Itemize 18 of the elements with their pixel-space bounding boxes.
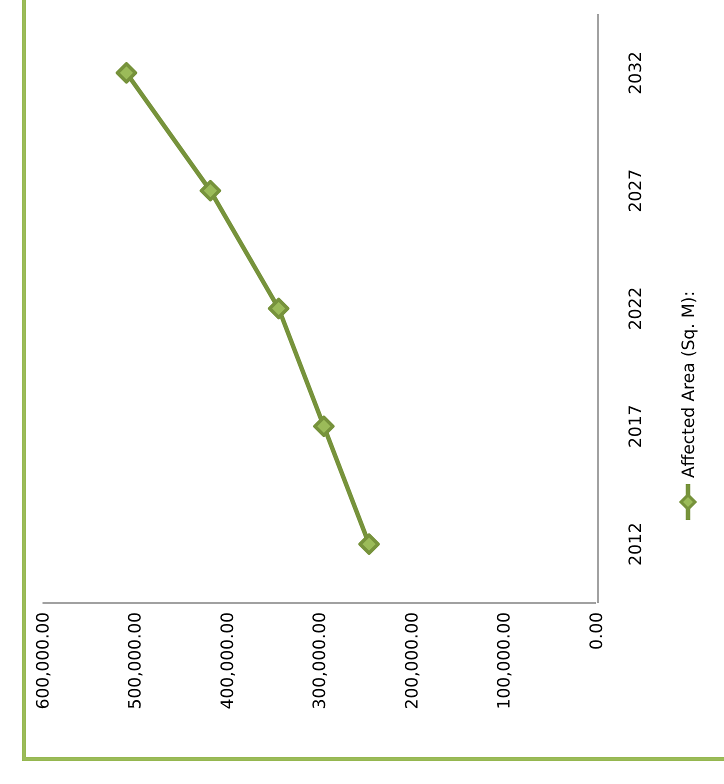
point — [200, 180, 222, 202]
y-tick-label: 2017 — [626, 404, 646, 448]
point — [313, 416, 335, 438]
y-tick-label: 2022 — [626, 286, 646, 330]
x-tick-label: 300,000.00 — [310, 612, 330, 710]
x-tick-label: 100,000.00 — [494, 612, 515, 710]
x-tick-label: 400,000.00 — [218, 612, 238, 710]
x-tick-label: 200,000.00 — [402, 612, 422, 710]
text: Affected Area (Sq. M): — [678, 290, 699, 478]
point — [116, 62, 138, 84]
point — [268, 298, 290, 320]
y-tick-label: 2012 — [626, 522, 646, 566]
point — [358, 533, 380, 555]
y-tick-label: 2032 — [626, 51, 646, 95]
x-tick-label: 500,000.00 — [126, 612, 146, 710]
x-tick-label: 600,000.00 — [33, 612, 54, 710]
x-tick-label: 0.00 — [586, 612, 607, 650]
y-tick-label: 2027 — [626, 169, 646, 212]
